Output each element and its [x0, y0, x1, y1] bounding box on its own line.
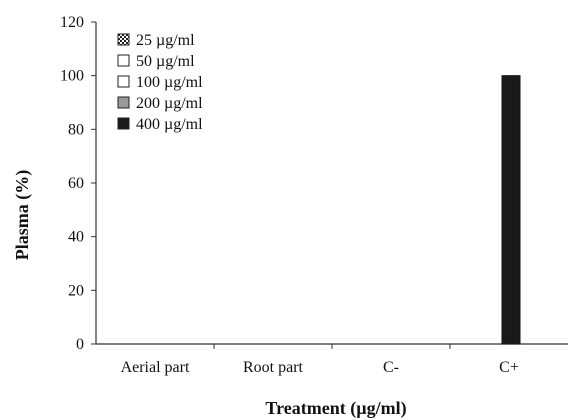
legend-label: 100 µg/ml — [136, 74, 203, 91]
legend: 25 µg/ml 50 µg/ml 100 µg/ml 200 µg/ml 400 µg… — [117, 32, 203, 133]
axes: 0 20 40 60 80 100 120 Aerial part Root part C- C+ — [60, 14, 568, 376]
bars — [501, 75, 521, 345]
legend-swatch — [117, 117, 130, 130]
x-tick-label: Root part — [243, 359, 304, 376]
y-tick-label: 100 — [60, 68, 84, 85]
legend-label: 400 µg/ml — [136, 116, 203, 133]
y-tick-label: 80 — [68, 121, 84, 138]
x-tick-label: Aerial part — [121, 359, 190, 376]
legend-label: 200 µg/ml — [136, 95, 203, 112]
y-tick-label: 40 — [68, 229, 84, 246]
legend-label: 25 µg/ml — [136, 32, 195, 49]
legend-swatch — [117, 75, 130, 88]
y-axis-title: Plasma (%) — [12, 170, 33, 260]
y-tick-label: 60 — [68, 175, 84, 192]
y-tick-label: 20 — [68, 282, 84, 299]
x-tick-label: C+ — [499, 359, 519, 376]
legend-swatch — [117, 96, 130, 109]
legend-label: 50 µg/ml — [136, 53, 195, 70]
y-tick-label: 120 — [60, 14, 84, 31]
bar — [501, 75, 521, 345]
legend-swatch — [117, 33, 130, 46]
x-tick-label: C- — [383, 359, 399, 376]
x-axis-title: Treatment (µg/ml) — [265, 398, 406, 419]
y-tick-label: 0 — [76, 336, 84, 353]
legend-swatch — [117, 54, 130, 67]
